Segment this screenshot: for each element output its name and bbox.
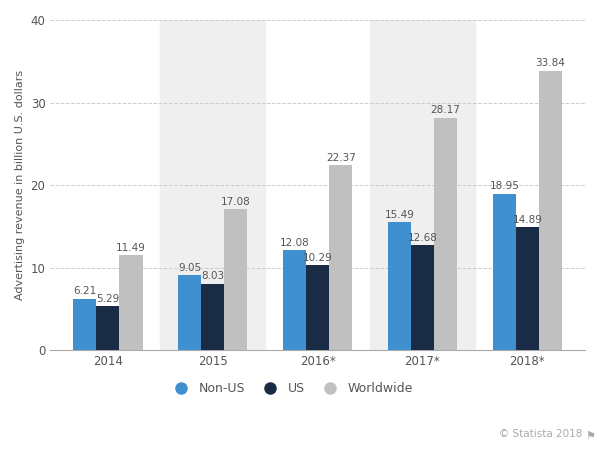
Bar <box>119 255 143 350</box>
Text: 18.95: 18.95 <box>490 181 519 191</box>
Bar <box>411 246 434 350</box>
Text: 10.29: 10.29 <box>303 253 332 263</box>
Text: 15.49: 15.49 <box>385 210 415 220</box>
Text: 28.17: 28.17 <box>431 105 460 115</box>
Bar <box>73 299 97 350</box>
Bar <box>201 284 224 350</box>
Text: 9.05: 9.05 <box>178 263 201 273</box>
Bar <box>493 194 516 350</box>
Bar <box>388 222 411 350</box>
Bar <box>178 275 201 350</box>
Bar <box>97 306 119 350</box>
Text: 22.37: 22.37 <box>326 153 356 163</box>
Text: 12.08: 12.08 <box>280 238 310 248</box>
Bar <box>434 118 457 350</box>
Bar <box>516 227 539 350</box>
Bar <box>224 209 247 350</box>
Text: 33.84: 33.84 <box>535 58 565 68</box>
Text: 12.68: 12.68 <box>407 233 437 243</box>
Bar <box>539 71 562 350</box>
Bar <box>370 20 475 350</box>
Y-axis label: Advertising revenue in billion U.S. dollars: Advertising revenue in billion U.S. doll… <box>15 70 25 300</box>
Text: 14.89: 14.89 <box>512 215 542 224</box>
Legend: Non-US, US, Worldwide: Non-US, US, Worldwide <box>164 377 418 400</box>
Text: 8.03: 8.03 <box>201 271 224 282</box>
Bar <box>160 20 265 350</box>
Text: 5.29: 5.29 <box>97 294 119 304</box>
Text: ⚑: ⚑ <box>585 431 595 441</box>
Text: 11.49: 11.49 <box>116 243 146 253</box>
Bar <box>283 251 306 350</box>
Bar <box>329 166 352 350</box>
Bar <box>306 265 329 350</box>
Text: © Statista 2018: © Statista 2018 <box>499 429 582 439</box>
Text: 17.08: 17.08 <box>221 197 251 207</box>
Text: 6.21: 6.21 <box>73 286 97 296</box>
